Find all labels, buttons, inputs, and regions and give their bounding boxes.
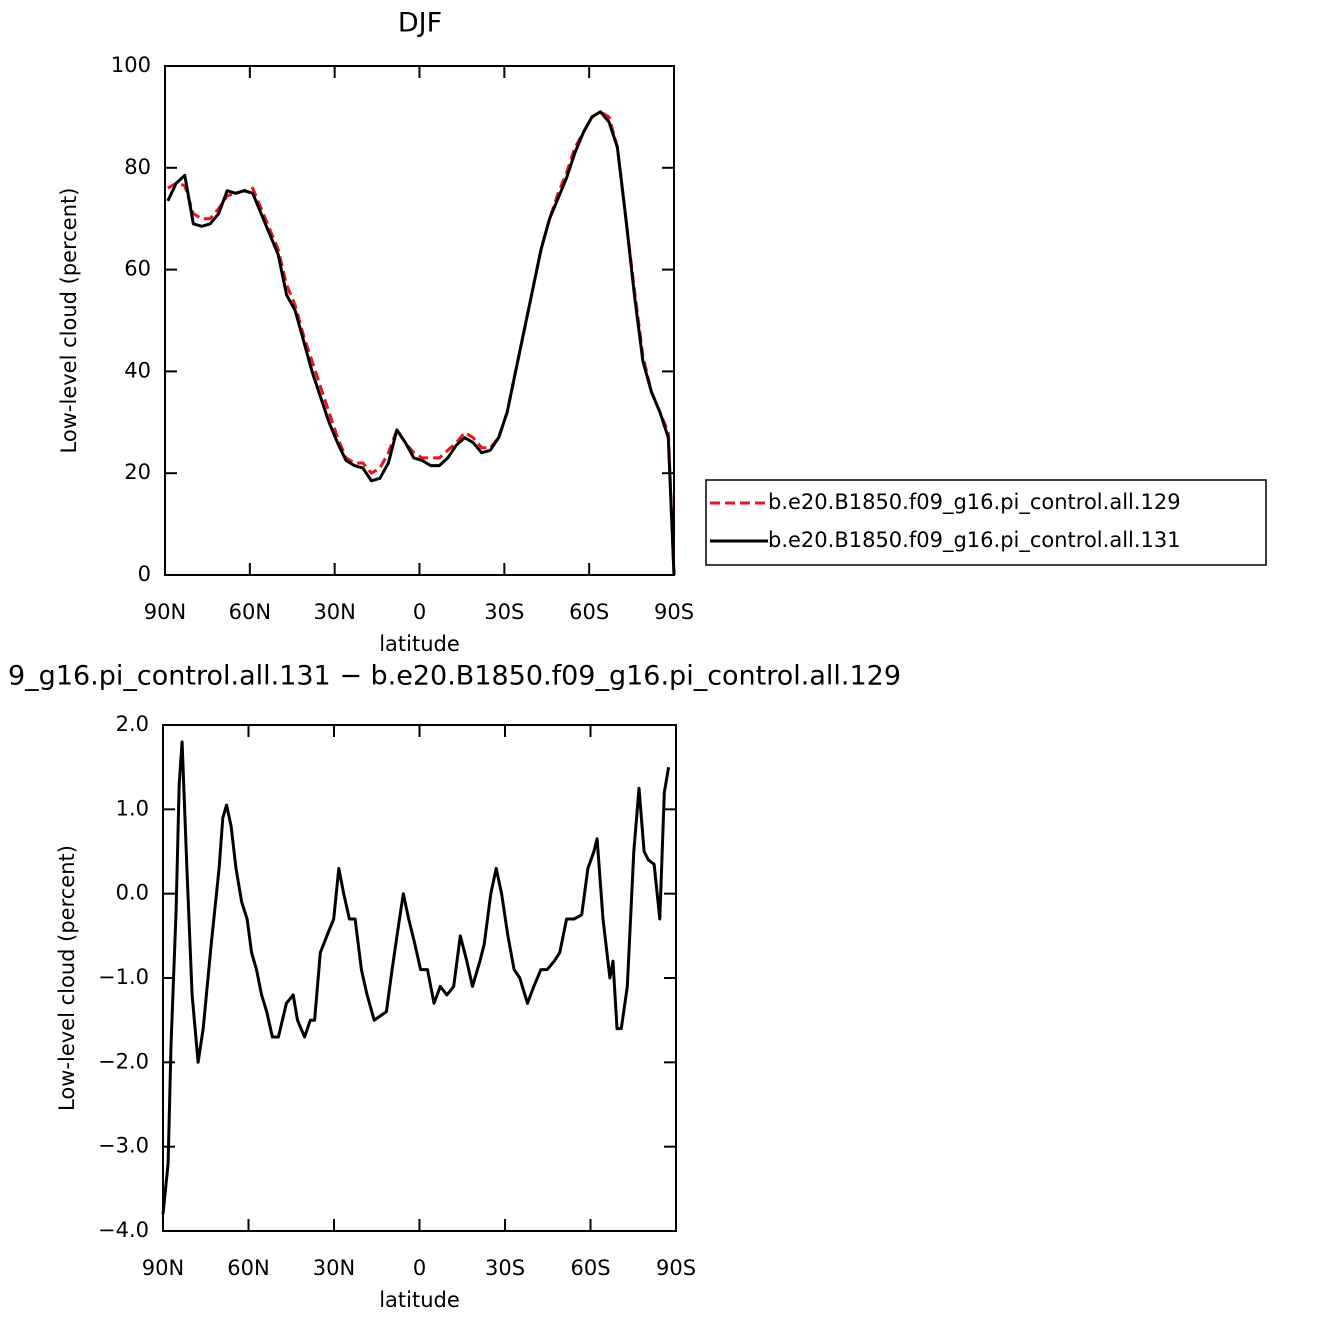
plot-frame	[162, 724, 677, 1232]
x-tick-label: 30S	[485, 1256, 525, 1280]
y-axis-label: Low-level cloud (percent)	[55, 845, 79, 1111]
x-axis-label: latitude	[379, 1288, 460, 1312]
legend-label: b.e20.B1850.f09_g16.pi_control.all.129	[768, 490, 1181, 515]
y-tick-label: −3.0	[98, 1134, 149, 1158]
x-axis-label: latitude	[379, 632, 460, 656]
data-line	[161, 740, 671, 1215]
y-tick-label: 60	[124, 257, 151, 281]
plot-frame	[164, 65, 675, 576]
y-tick-label: −4.0	[98, 1218, 149, 1242]
x-tick-label: 60S	[569, 600, 609, 624]
y-tick-label: 20	[124, 460, 151, 484]
x-tick-label: 90N	[144, 600, 186, 624]
x-tick-label: 60N	[227, 1256, 269, 1280]
data-line	[166, 110, 676, 576]
x-tick-label: 90S	[654, 600, 694, 624]
x-tick-label: 30N	[313, 1256, 355, 1280]
legend-label: b.e20.B1850.f09_g16.pi_control.all.131	[768, 528, 1181, 553]
x-tick-label: 30S	[484, 600, 524, 624]
y-tick-label: 2.0	[116, 712, 149, 736]
chart-title: DJF	[398, 8, 442, 39]
y-tick-label: −1.0	[98, 965, 149, 989]
y-tick-label: 100	[111, 53, 151, 77]
y-tick-label: 0	[138, 562, 151, 586]
x-tick-label: 90S	[656, 1256, 696, 1280]
y-tick-label: 0.0	[116, 881, 149, 905]
x-tick-label: 60S	[570, 1256, 610, 1280]
y-tick-label: 40	[124, 358, 151, 382]
legend-box	[705, 479, 1267, 566]
chart-title: 9_g16.pi_control.all.131 − b.e20.B1850.f…	[8, 661, 901, 692]
x-tick-label: 60N	[229, 600, 271, 624]
y-axis-label: Low-level cloud (percent)	[57, 188, 81, 454]
y-tick-label: 1.0	[116, 796, 149, 820]
x-tick-label: 30N	[313, 600, 355, 624]
x-tick-label: 90N	[142, 1256, 184, 1280]
x-tick-label: 0	[413, 1256, 426, 1280]
y-tick-label: −2.0	[98, 1049, 149, 1073]
y-tick-label: 80	[124, 155, 151, 179]
data-line	[167, 110, 676, 576]
x-tick-label: 0	[413, 600, 426, 624]
